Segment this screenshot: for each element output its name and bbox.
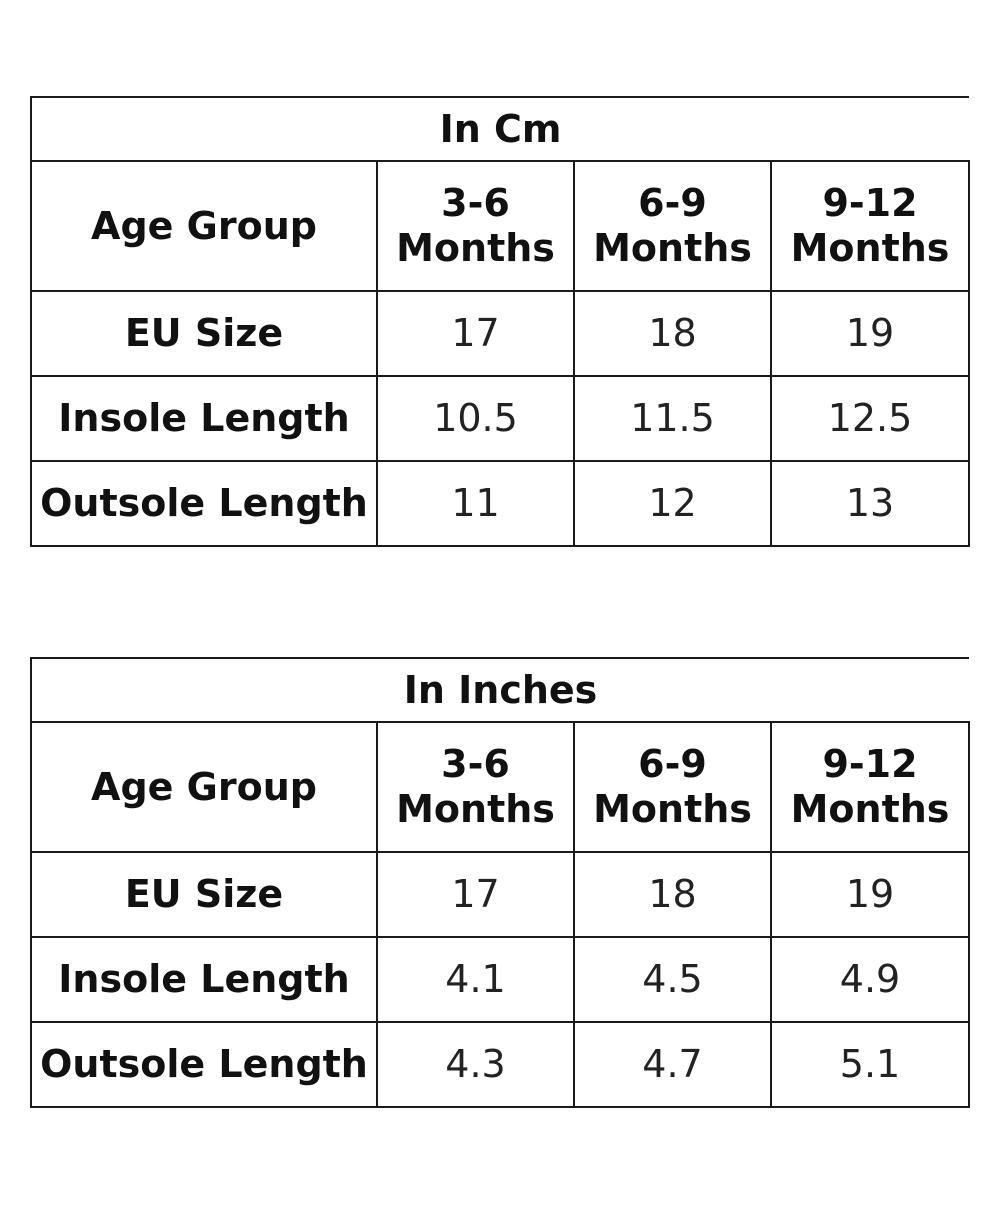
table-row: Insole Length 10.5 11.5 12.5 bbox=[30, 375, 971, 462]
age-range: 9-12 bbox=[822, 742, 918, 787]
table-title: In Cm bbox=[29, 96, 970, 162]
table-cell: 4.7 bbox=[573, 1021, 772, 1108]
age-range: 6-9 bbox=[638, 181, 707, 226]
table-cell: 5.1 bbox=[769, 1021, 971, 1108]
table-cell: 12 bbox=[573, 460, 772, 547]
age-unit: Months bbox=[790, 226, 950, 270]
age-group-row: Age Group 3-6 Months 6-9 Months 9-12 Mon… bbox=[30, 160, 971, 292]
row-label: Insole Length bbox=[30, 375, 378, 462]
row-label: Outsole Length bbox=[30, 1021, 378, 1108]
table-cell: 4.1 bbox=[376, 936, 575, 1023]
table-cell: 17 bbox=[376, 290, 575, 377]
row-label: Outsole Length bbox=[30, 460, 378, 547]
table-title-row: In Cm bbox=[29, 96, 970, 162]
age-range: 3-6 bbox=[441, 742, 510, 787]
column-header: 6-9 Months bbox=[573, 721, 772, 853]
age-group-row: Age Group 3-6 Months 6-9 Months 9-12 Mon… bbox=[30, 721, 971, 853]
column-header: 9-12 Months bbox=[769, 721, 971, 853]
table-cell: 11.5 bbox=[573, 375, 772, 462]
table-cell: 19 bbox=[769, 290, 971, 377]
table-cell: 18 bbox=[573, 851, 772, 938]
table-row: EU Size 17 18 19 bbox=[30, 851, 971, 938]
size-chart-inches-table: In Inches Age Group 3-6 Months 6-9 Month… bbox=[29, 657, 971, 1108]
table-cell: 17 bbox=[376, 851, 575, 938]
column-header: 9-12 Months bbox=[769, 160, 971, 292]
table-cell: 10.5 bbox=[376, 375, 575, 462]
table-cell: 13 bbox=[769, 460, 971, 547]
row-label: EU Size bbox=[30, 851, 378, 938]
table-title: In Inches bbox=[29, 657, 970, 723]
age-unit: Months bbox=[396, 226, 555, 270]
age-range: 9-12 bbox=[822, 181, 918, 226]
table-cell: 11 bbox=[376, 460, 575, 547]
table-row: Outsole Length 11 12 13 bbox=[30, 460, 971, 547]
table-title-row: In Inches bbox=[29, 657, 970, 723]
column-header: 3-6 Months bbox=[376, 160, 575, 292]
table-cell: 4.3 bbox=[376, 1021, 575, 1108]
table-row: EU Size 17 18 19 bbox=[30, 290, 971, 377]
age-range: 3-6 bbox=[441, 181, 510, 226]
table-cell: 18 bbox=[573, 290, 772, 377]
age-group-label: Age Group bbox=[30, 160, 378, 292]
age-unit: Months bbox=[790, 787, 950, 831]
row-label: EU Size bbox=[30, 290, 378, 377]
age-unit: Months bbox=[593, 787, 752, 831]
age-group-label: Age Group bbox=[30, 721, 378, 853]
age-unit: Months bbox=[396, 787, 555, 831]
size-chart-cm-table: In Cm Age Group 3-6 Months 6-9 Months 9-… bbox=[29, 96, 971, 547]
row-label: Insole Length bbox=[30, 936, 378, 1023]
age-unit: Months bbox=[593, 226, 752, 270]
table-cell: 12.5 bbox=[769, 375, 971, 462]
table-cell: 19 bbox=[769, 851, 971, 938]
column-header: 3-6 Months bbox=[376, 721, 575, 853]
column-header: 6-9 Months bbox=[573, 160, 772, 292]
age-range: 6-9 bbox=[638, 742, 707, 787]
table-row: Outsole Length 4.3 4.7 5.1 bbox=[30, 1021, 971, 1108]
table-row: Insole Length 4.1 4.5 4.9 bbox=[30, 936, 971, 1023]
table-cell: 4.5 bbox=[573, 936, 772, 1023]
table-cell: 4.9 bbox=[769, 936, 971, 1023]
